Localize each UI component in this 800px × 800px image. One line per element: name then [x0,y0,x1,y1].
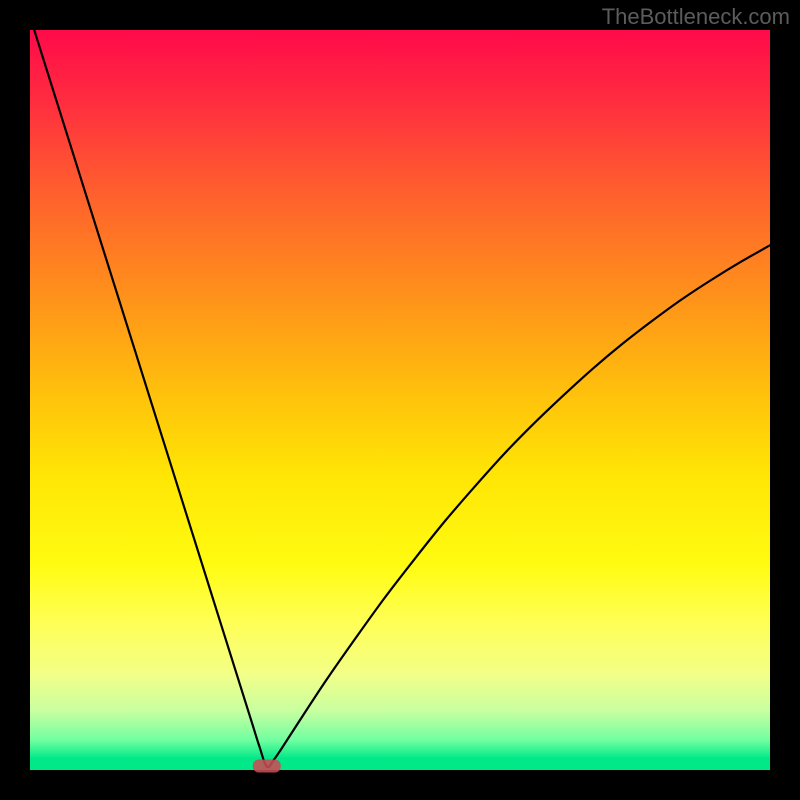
watermark-text: TheBottleneck.com [602,4,790,30]
chart-background [30,30,770,770]
bottleneck-chart [0,0,800,800]
optimal-point-marker [253,759,281,772]
chart-container: TheBottleneck.com [0,0,800,800]
